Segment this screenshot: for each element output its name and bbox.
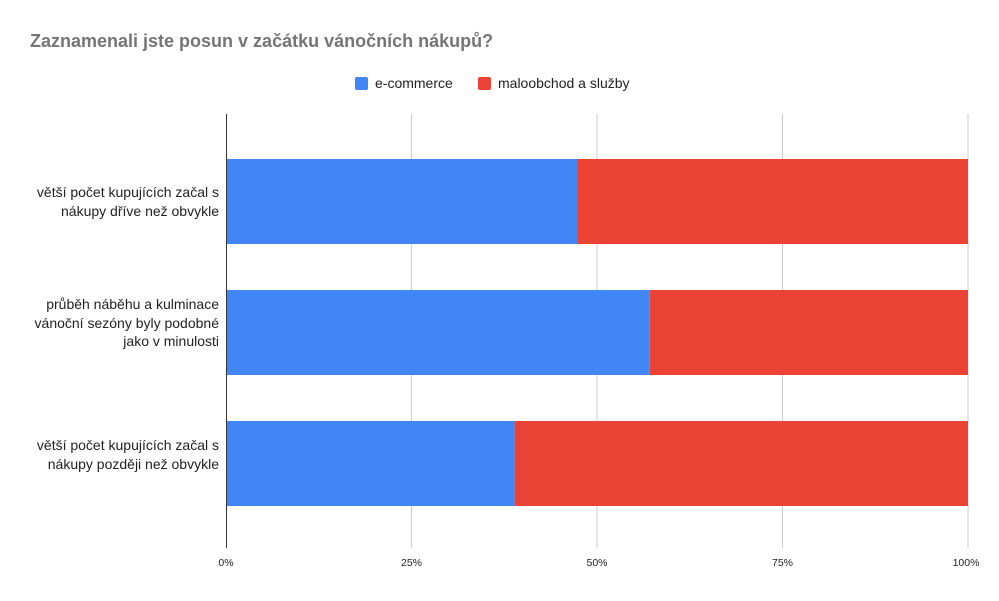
- bar-ecommerce-2[interactable]: [226, 421, 515, 506]
- bar-retail-1[interactable]: [649, 290, 968, 375]
- legend-item-retail[interactable]: maloobchod a služby: [478, 75, 630, 91]
- legend-item-ecommerce[interactable]: e-commerce: [355, 75, 453, 91]
- x-tick-label: 25%: [400, 557, 423, 569]
- x-tick-label: 0%: [218, 557, 234, 569]
- legend-swatch-retail: [478, 76, 491, 90]
- bar-retail-2[interactable]: [514, 421, 968, 506]
- legend-label-retail: maloobchod a služby: [498, 75, 630, 91]
- x-tick-label: 75%: [771, 557, 794, 569]
- bar-ecommerce-1[interactable]: [226, 290, 650, 375]
- category-label-similar: průběh náběhu a kulminace vánoční sezóny…: [34, 296, 219, 349]
- chart-title: Zaznamenali jste posun v začátku vánoční…: [30, 31, 494, 51]
- x-tick-label: 100%: [952, 557, 980, 569]
- x-tick-label: 50%: [586, 557, 608, 569]
- legend: e-commerce maloobchod a služby: [0, 75, 999, 93]
- bar-ecommerce-0[interactable]: [226, 159, 577, 244]
- category-label-earlier: větší počet kupujících začal s nákupy dř…: [36, 184, 219, 219]
- bar-retail-0[interactable]: [576, 159, 968, 244]
- category-label-later: větší počet kupujících začal s nákupy po…: [36, 437, 219, 472]
- legend-label-ecommerce: e-commerce: [375, 75, 453, 91]
- legend-swatch-ecommerce: [355, 76, 368, 90]
